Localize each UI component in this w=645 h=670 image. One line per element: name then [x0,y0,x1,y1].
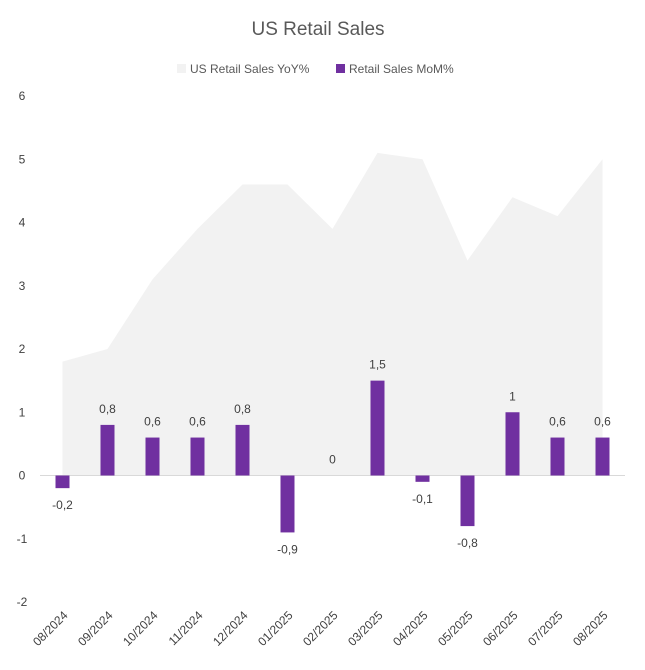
bar-data-label: 0,6 [189,415,206,429]
bar-mom [55,475,70,489]
x-tick-label: 09/2024 [75,608,116,649]
bar-mom [190,437,205,476]
bar-mom [415,475,430,482]
bar-data-label: 1 [509,389,516,403]
bar-data-label: 0,6 [144,415,161,429]
data-labels: -0,2 0,8 0,6 0,6 0,8 -0,9 0 1,5 -0,1 -0,8 1 0,6 0,6 [52,358,611,557]
bar-mom [280,475,295,533]
y-tick-label: -2 [17,595,28,609]
y-tick-label: 6 [19,89,26,103]
bar-data-label: 0,6 [549,415,566,429]
plot-area [40,152,625,533]
legend-swatch-mom [336,64,345,73]
x-tick-label: 03/2025 [345,608,386,649]
y-tick-label: 2 [19,342,26,356]
y-tick-label: 5 [19,152,26,166]
y-tick-label: 4 [19,216,26,230]
bar-data-label: 0 [329,453,336,467]
y-axis: -2 -1 0 1 2 3 4 5 6 [17,89,28,609]
x-tick-label: 07/2025 [525,608,566,649]
bar-mom [550,437,565,476]
x-tick-label: 12/2024 [210,608,251,649]
bar-data-label: 0,6 [594,415,611,429]
x-tick-label: 08/2025 [570,608,611,649]
x-tick-label: 06/2025 [480,608,521,649]
bar-mom [370,380,385,476]
y-tick-label: -1 [17,532,28,546]
x-tick-label: 10/2024 [120,608,161,649]
bar-data-label: 1,5 [369,358,386,372]
bar-mom [595,437,610,476]
bar-mom [145,437,160,476]
x-tick-label: 04/2025 [390,608,431,649]
bar-data-label: -0,9 [277,542,298,556]
x-tick-label: 01/2025 [255,608,296,649]
y-tick-label: 1 [19,405,26,419]
y-tick-label: 3 [19,279,26,293]
bar-data-label: 0,8 [99,402,116,416]
bar-mom [505,412,520,476]
legend-swatch-yoy [177,64,186,73]
bar-mom [460,475,475,527]
bar-data-label: -0,1 [412,492,433,506]
bar-data-label: 0,8 [234,402,251,416]
legend-label-mom: Retail Sales MoM% [349,62,454,76]
x-axis: 08/2024 09/2024 10/2024 11/2024 12/2024 01/20… [30,608,611,649]
legend: US Retail Sales YoY% Retail Sales MoM% [177,62,454,76]
bar-mom [235,424,250,476]
yoy-area [62,152,603,476]
y-tick-label: 0 [19,469,26,483]
x-tick-label: 05/2025 [435,608,476,649]
bar-mom [100,424,115,476]
legend-label-yoy: US Retail Sales YoY% [190,62,310,76]
x-tick-label: 08/2024 [30,608,71,649]
chart-title: US Retail Sales [251,19,384,40]
bar-data-label: -0,2 [52,498,73,512]
x-tick-label: 02/2025 [300,608,341,649]
bar-data-label: -0,8 [457,536,478,550]
x-tick-label: 11/2024 [166,608,206,648]
